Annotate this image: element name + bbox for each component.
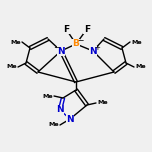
Text: F: F bbox=[84, 24, 90, 33]
Text: Me: Me bbox=[42, 93, 53, 98]
Text: Me: Me bbox=[6, 64, 17, 69]
Text: +: + bbox=[95, 45, 100, 50]
Text: Me: Me bbox=[10, 40, 21, 45]
Text: F: F bbox=[63, 24, 69, 33]
Text: N: N bbox=[57, 47, 65, 55]
Text: N: N bbox=[66, 114, 74, 123]
Text: −: − bbox=[53, 43, 60, 52]
Text: N: N bbox=[56, 105, 64, 114]
Text: B: B bbox=[73, 40, 79, 48]
Text: N: N bbox=[89, 47, 97, 55]
Text: Me: Me bbox=[97, 100, 108, 105]
Text: Me: Me bbox=[135, 64, 146, 69]
Text: −: − bbox=[77, 36, 84, 45]
Text: Me: Me bbox=[48, 123, 59, 128]
Text: Me: Me bbox=[131, 40, 142, 45]
